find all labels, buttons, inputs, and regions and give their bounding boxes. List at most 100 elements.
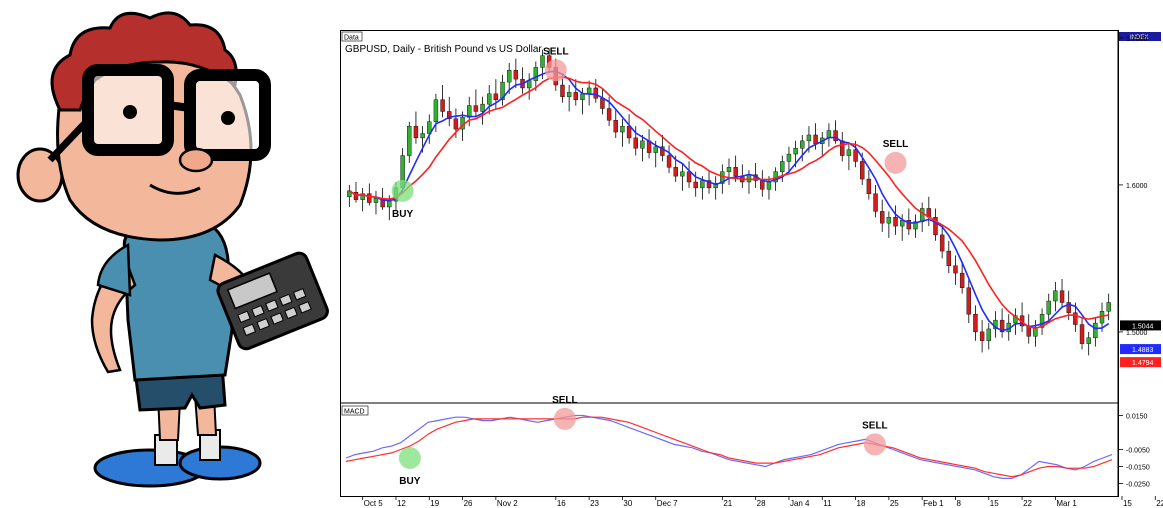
candlestick bbox=[447, 96, 452, 127]
candlestick bbox=[433, 93, 439, 133]
macd-panel-label: MACD bbox=[341, 405, 369, 416]
date-tick-label: 12 bbox=[397, 499, 406, 508]
sell-signal-label: SELL bbox=[552, 395, 578, 406]
candlestick bbox=[360, 187, 365, 212]
date-tick-label: 15 bbox=[990, 499, 999, 508]
candlestick bbox=[686, 161, 692, 188]
candlestick bbox=[407, 121, 412, 163]
candlestick bbox=[966, 278, 971, 324]
chart-frame bbox=[340, 30, 1119, 497]
candlestick bbox=[979, 320, 985, 353]
candlestick bbox=[1046, 293, 1051, 324]
left-eye bbox=[123, 105, 137, 119]
buy-signal-marker bbox=[398, 447, 421, 469]
macd-tick-label: -0.0250 bbox=[1126, 482, 1150, 489]
candlestick bbox=[939, 226, 945, 259]
date-tick-label: 18 bbox=[857, 499, 866, 508]
candlestick bbox=[713, 176, 718, 200]
sell-signal-marker bbox=[544, 59, 567, 82]
candlestick bbox=[959, 261, 965, 294]
candlestick bbox=[533, 61, 539, 91]
candlestick bbox=[513, 58, 519, 88]
sell-signal-marker bbox=[884, 151, 907, 174]
macd-tick-label: -0.0050 bbox=[1126, 448, 1150, 455]
candlestick bbox=[480, 96, 485, 125]
candlestick bbox=[720, 164, 725, 194]
date-tick-label: Nov 2 bbox=[497, 499, 518, 508]
candlestick bbox=[893, 205, 898, 235]
macd-line-2 bbox=[345, 416, 1113, 478]
buy-signal-marker bbox=[391, 179, 414, 202]
candlestick bbox=[693, 171, 698, 197]
buy-signal-label: BUY bbox=[392, 209, 413, 220]
left-sleeve bbox=[96, 242, 132, 297]
sell-signal-label: SELL bbox=[862, 420, 888, 431]
data-panel-label: Data bbox=[341, 31, 363, 42]
macd-tick-label: 0.0150 bbox=[1126, 414, 1148, 421]
candlestick bbox=[566, 85, 572, 112]
nose bbox=[178, 147, 214, 173]
date-tick-label: 11 bbox=[823, 499, 832, 508]
date-tick-label: 19 bbox=[430, 499, 439, 508]
candlestick bbox=[800, 134, 805, 162]
data-label: Data bbox=[344, 35, 359, 42]
index-badge: INDEX bbox=[1119, 32, 1161, 41]
candlestick bbox=[633, 126, 638, 156]
mouth bbox=[149, 183, 201, 195]
candlestick bbox=[373, 190, 379, 215]
sell-signal-label: SELL bbox=[883, 139, 909, 150]
candlestick bbox=[846, 143, 852, 171]
date-tick-label: Dec 7 bbox=[657, 499, 678, 508]
candlestick bbox=[986, 323, 991, 350]
candlestick bbox=[973, 305, 978, 341]
svg-text:1.5044: 1.5044 bbox=[1132, 323, 1154, 330]
date-tick-label: 8 bbox=[956, 499, 961, 508]
macd-tick-label: -0.0150 bbox=[1126, 465, 1150, 472]
candlestick bbox=[906, 208, 912, 235]
candlestick bbox=[873, 184, 878, 218]
date-axis: Oct 5 12 19 26 Nov 2 16 23 30 Dec 7 21 28 Jan 4 11 18… bbox=[362, 496, 1163, 508]
candlestick bbox=[833, 120, 838, 144]
glasses-bridge bbox=[167, 101, 191, 112]
glasses-arm bbox=[47, 117, 91, 163]
candlestick bbox=[1079, 317, 1085, 350]
candlestick bbox=[666, 145, 672, 174]
candlestick bbox=[413, 111, 419, 144]
index-label: INDEX bbox=[1130, 35, 1148, 41]
price-tick-label: 1.7000 bbox=[1126, 36, 1148, 43]
current-price-label: 1.4883 bbox=[1120, 344, 1161, 355]
candlestick bbox=[1086, 331, 1091, 356]
candlestick bbox=[640, 134, 645, 162]
price-panel: BUY SELL SELL bbox=[347, 46, 1111, 356]
date-tick-label: Mar 1 bbox=[1056, 499, 1077, 508]
calculator-icon bbox=[216, 251, 329, 351]
svg-text:1.4883: 1.4883 bbox=[1132, 347, 1154, 354]
price-tick-label: 1.5000 bbox=[1126, 330, 1148, 337]
date-tick-label: Feb 1 bbox=[923, 499, 944, 508]
candlestick bbox=[786, 146, 792, 174]
macd-label: MACD bbox=[344, 409, 365, 416]
candlestick bbox=[999, 308, 1005, 338]
macd-panel: BUY SELL SELL bbox=[345, 395, 1113, 487]
candlestick bbox=[913, 214, 918, 238]
candlestick bbox=[506, 62, 512, 94]
candlestick bbox=[886, 211, 892, 238]
date-tick-label: Jan 4 bbox=[790, 499, 810, 508]
date-tick-label: 15 bbox=[1123, 499, 1132, 508]
candlestick bbox=[1053, 281, 1058, 312]
date-tick-label: 21 bbox=[723, 499, 732, 508]
date-tick-label: 25 bbox=[890, 499, 899, 508]
candlestick bbox=[1059, 278, 1065, 309]
date-tick-label: 16 bbox=[557, 499, 566, 508]
candlestick bbox=[473, 89, 479, 118]
candlestick bbox=[726, 158, 732, 185]
candlestick bbox=[620, 118, 625, 147]
candlestick bbox=[880, 199, 885, 232]
candlestick bbox=[440, 85, 445, 118]
cartoon-character-illustration bbox=[16, 11, 329, 488]
forex-chart: Data GBPUSD, Daily - British Pound vs US… bbox=[340, 30, 1163, 508]
sell-signal-label: SELL bbox=[543, 46, 569, 57]
candlestick bbox=[573, 79, 578, 106]
candlestick bbox=[680, 164, 685, 191]
